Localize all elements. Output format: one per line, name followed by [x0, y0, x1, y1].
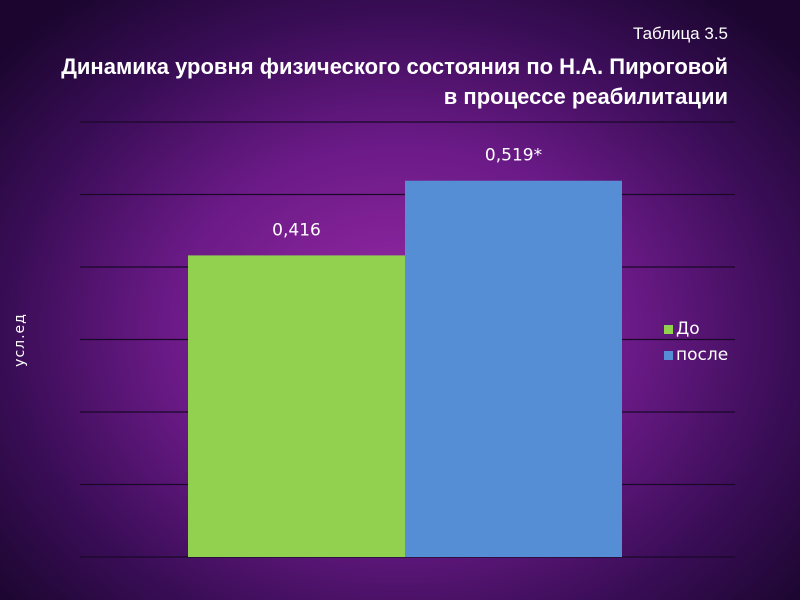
data-label-after: 0,519* [485, 146, 542, 166]
bars [188, 180, 622, 557]
legend: До после [664, 316, 728, 368]
legend-label-before: До [676, 319, 700, 339]
legend-label-after: после [676, 345, 729, 365]
bar-after [405, 180, 622, 557]
legend-item-before: До [664, 316, 728, 342]
data-labels: 0,416 0,519* [272, 146, 542, 241]
table-number-label: Таблица 3.5 [632, 24, 728, 43]
bar-before [188, 255, 405, 557]
y-axis-label: усл.ед [12, 313, 28, 367]
legend-item-after: после [664, 342, 728, 368]
data-label-before: 0,416 [272, 220, 321, 240]
legend-swatch-after [664, 350, 673, 360]
chart-title: Динамика уровня физического состояния по… [61, 54, 728, 109]
legend-swatch-before [664, 324, 673, 334]
